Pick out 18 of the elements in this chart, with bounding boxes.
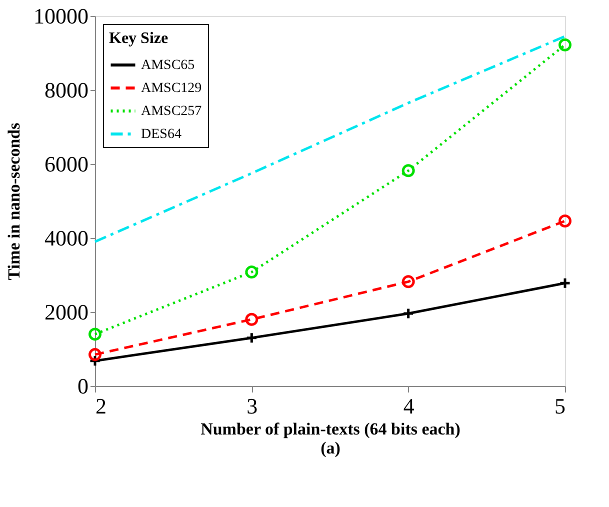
text: (a) (320, 438, 340, 458)
y-tick-label: 4000 (44, 226, 88, 250)
x-tick-label: 5 (554, 394, 566, 418)
y-tick-label: 2000 (44, 300, 88, 324)
x-tick-label: 3 (246, 394, 258, 418)
y-axis-title: Time in nano-seconds (4, 122, 24, 280)
y-tick-label: 8000 (44, 78, 88, 102)
legend-title: Key Size (109, 30, 168, 47)
legend-label: AMSC129 (141, 81, 202, 96)
y-tick-label: 10000 (34, 4, 88, 28)
x-axis-title: Number of plain-texts (64 bits each) (200, 420, 460, 438)
x-tick-label: 2 (96, 394, 106, 418)
y-tick-label: 0 (78, 374, 88, 398)
x-tick-label: 4 (403, 394, 414, 418)
legend-label: AMSC257 (141, 104, 202, 119)
legend-label: AMSC65 (141, 58, 195, 73)
legend-label: DES64 (141, 127, 182, 142)
y-tick-label: 6000 (44, 152, 88, 176)
